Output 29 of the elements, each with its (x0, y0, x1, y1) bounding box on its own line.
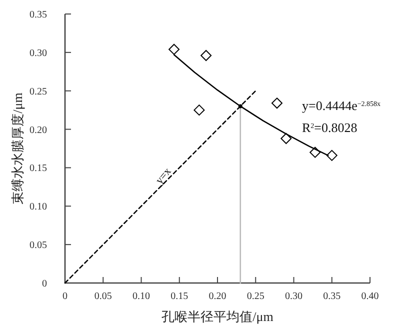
y-tick-label: 0.05 (30, 240, 47, 252)
x-tick-label: 0.10 (132, 291, 150, 302)
x-tick-label: 0 (62, 291, 68, 302)
annotation: y=x (153, 165, 174, 187)
x-tick-label: 0.05 (94, 291, 112, 302)
y-tick-label: 0 (42, 278, 47, 290)
x-tick-label: 0.40 (361, 291, 379, 302)
point (200, 50, 212, 62)
y-tick-label: 0.30 (30, 48, 47, 59)
annotation: y=0.4444e$^{−2.858x}$ (302, 98, 382, 113)
y-tick-label: 0.35 (30, 10, 47, 20)
point (168, 44, 180, 55)
x-tick-label: 0.20 (208, 291, 226, 302)
point (194, 104, 205, 116)
y-tick-label: 0.10 (30, 202, 47, 213)
x-tick-label: 0.15 (170, 291, 188, 302)
point (280, 133, 292, 144)
y-tick-label: 0.25 (30, 86, 47, 98)
x-tick-label: 0.30 (285, 291, 302, 302)
point (271, 98, 282, 109)
annotation: R$^{2}$=0.8028 (302, 120, 358, 135)
y-tick-label: 0.15 (30, 163, 47, 174)
x-axis-title: 孔喉半径平均值/μm (162, 309, 274, 324)
point (238, 104, 242, 108)
x-tick-label: 0.25 (246, 291, 264, 302)
y-axis-title: 束缚水水膜厚度/μm (10, 92, 25, 204)
x-tick-label: 0.35 (323, 291, 341, 302)
point (326, 150, 338, 161)
y-tick-label: 0.20 (30, 124, 47, 136)
